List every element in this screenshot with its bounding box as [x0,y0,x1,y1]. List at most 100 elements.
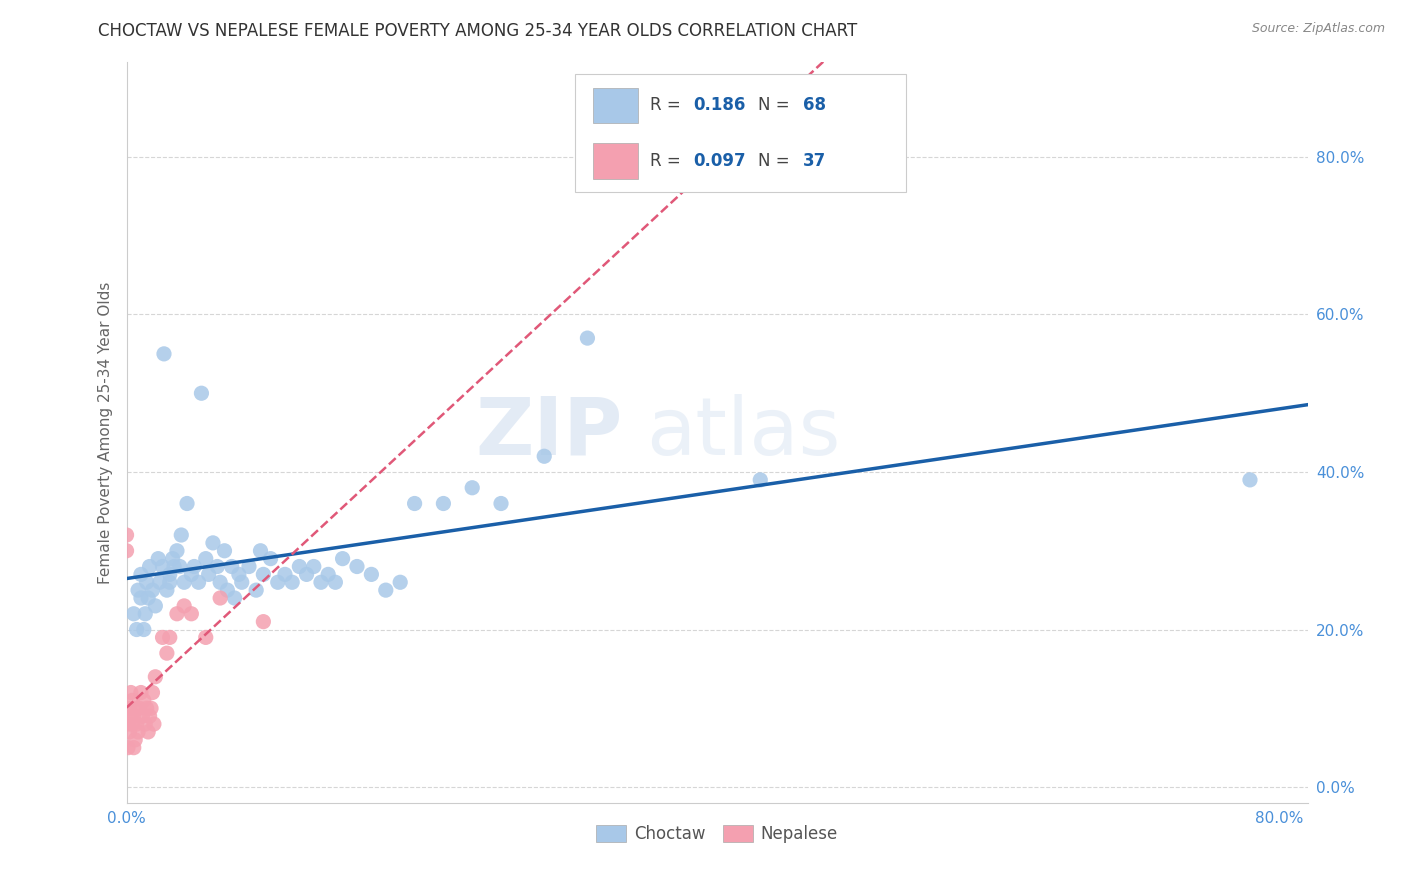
Point [159,631,181,645]
Point [245,583,267,598]
Point [153,347,176,361]
Point [173,575,195,590]
Point [180,567,202,582]
Point [295,567,318,582]
FancyBboxPatch shape [593,143,638,178]
Point [162,551,184,566]
Point [159,567,181,582]
Point [152,559,174,574]
Point [120,685,142,699]
Point [152,631,174,645]
Point [576,331,599,345]
Point [122,709,145,723]
Point [281,575,304,590]
Point [197,567,219,582]
Point [252,615,274,629]
Point [129,685,152,699]
Point [125,717,148,731]
Point [120,709,142,723]
Text: 0.097: 0.097 [693,152,747,169]
Point [249,543,271,558]
Point [143,599,166,613]
Text: N =: N = [758,96,796,114]
Point [288,559,311,574]
Text: N =: N = [758,152,796,169]
Point [118,701,141,715]
Point [149,575,172,590]
Point [127,725,149,739]
Point [325,575,347,590]
Point [194,551,217,566]
Text: 68: 68 [803,96,827,114]
Point [136,591,159,605]
Text: ZIP: ZIP [475,393,623,472]
Point [142,717,165,731]
FancyBboxPatch shape [575,73,905,192]
Point [187,575,209,590]
Point [173,599,195,613]
Point [214,543,236,558]
Point [389,575,412,590]
Point [117,717,139,731]
Point [122,740,145,755]
Point [238,559,260,574]
Point [183,559,205,574]
Text: R =: R = [650,96,686,114]
Point [209,575,232,590]
Text: 0.186: 0.186 [693,96,745,114]
Point [115,528,138,542]
Point [156,646,179,660]
Point [125,623,148,637]
Point [124,701,146,715]
Point [274,567,297,582]
Point [148,551,170,566]
Point [224,591,246,605]
Point [139,701,162,715]
Point [135,575,157,590]
Point [138,709,160,723]
Point [1239,473,1261,487]
Point [302,559,325,574]
Point [115,543,138,558]
Point [132,693,155,707]
FancyBboxPatch shape [593,87,638,123]
Point [533,449,555,463]
Point [127,583,149,598]
Point [209,591,232,605]
Point [166,607,188,621]
Point [121,717,143,731]
Point [190,386,212,401]
Point [332,551,354,566]
Legend: Choctaw, Nepalese: Choctaw, Nepalese [589,819,845,850]
Point [138,559,160,574]
Text: Source: ZipAtlas.com: Source: ZipAtlas.com [1251,22,1385,36]
Point [207,559,229,574]
Point [131,709,153,723]
Y-axis label: Female Poverty Among 25-34 Year Olds: Female Poverty Among 25-34 Year Olds [97,282,112,583]
Point [180,607,202,621]
Point [176,496,198,510]
Text: CHOCTAW VS NEPALESE FEMALE POVERTY AMONG 25-34 YEAR OLDS CORRELATION CHART: CHOCTAW VS NEPALESE FEMALE POVERTY AMONG… [98,22,858,40]
Point [129,591,152,605]
Point [194,631,217,645]
Point [201,536,224,550]
Text: R =: R = [650,152,686,169]
Point [134,717,156,731]
Point [316,567,339,582]
Point [346,559,368,574]
Point [163,559,186,574]
Point [121,693,143,707]
Point [252,567,274,582]
Point [309,575,332,590]
Point [489,496,512,510]
Point [135,701,157,715]
Point [124,732,146,747]
Point [166,543,188,558]
Point [228,567,250,582]
Point [128,701,150,715]
Point [217,583,239,598]
Point [132,623,155,637]
Point [129,567,152,582]
Point [122,607,145,621]
Point [360,567,382,582]
